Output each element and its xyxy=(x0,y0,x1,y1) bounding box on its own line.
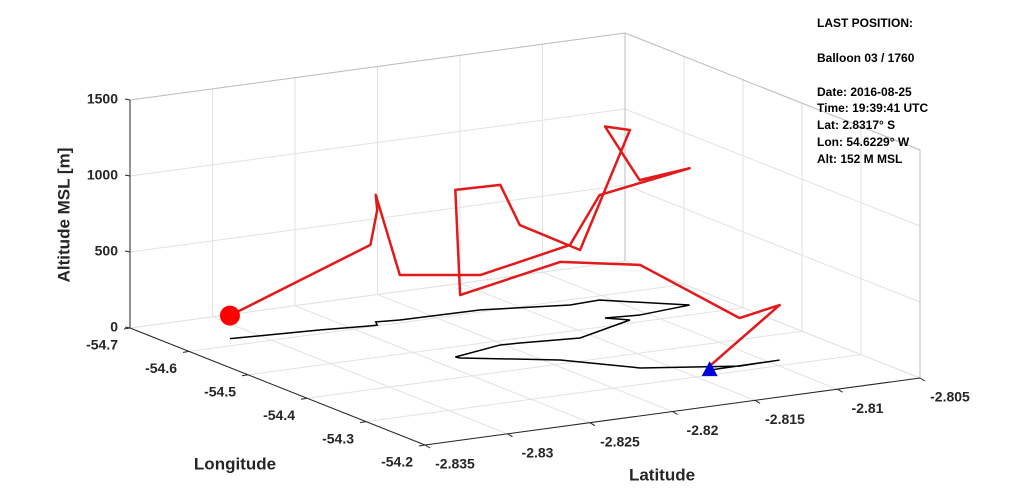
annotation: Balloon 03 / 1760 xyxy=(817,51,915,65)
x-tick-label: -2.815 xyxy=(765,411,805,427)
ground-track xyxy=(229,299,780,371)
tick-mark xyxy=(359,421,367,424)
y-axis xyxy=(129,327,426,446)
trajectory xyxy=(229,125,781,368)
grid-line xyxy=(129,184,626,253)
x-tick-label: -2.835 xyxy=(435,456,475,472)
tick-mark xyxy=(124,250,131,253)
grid-line xyxy=(306,330,803,399)
start-marker xyxy=(701,361,718,377)
y-tick-label: -54.2 xyxy=(381,454,413,470)
x-tick-label: -2.83 xyxy=(522,445,554,461)
annotation: Lat: 2.8317° S xyxy=(817,118,895,132)
tick-mark xyxy=(124,98,131,101)
tick-mark xyxy=(241,374,249,377)
tick-mark xyxy=(300,397,308,400)
z-tick-label: 1500 xyxy=(87,91,118,107)
y-axis-title: Longitude xyxy=(194,454,276,473)
y-tick-label: -54.4 xyxy=(263,407,295,423)
x-axis-title: Latitude xyxy=(629,465,695,484)
tick-mark xyxy=(424,444,431,449)
y-tick-label: -54.7 xyxy=(86,337,118,353)
tick-mark xyxy=(919,377,926,382)
y-tick-label: -54.6 xyxy=(145,360,177,376)
z-tick-label: 1000 xyxy=(87,167,118,183)
grid-line xyxy=(624,184,921,303)
grid-line xyxy=(294,305,591,424)
x-tick-label: -2.825 xyxy=(600,433,640,449)
annotation: Date: 2016-08-25 xyxy=(817,85,912,99)
grid-line xyxy=(129,260,626,329)
annotation: Alt: 152 M MSL xyxy=(817,152,902,166)
plot xyxy=(219,125,781,377)
tick-mark xyxy=(507,433,513,438)
x-tick-label: -2.81 xyxy=(852,400,884,416)
grid-line xyxy=(459,282,756,401)
grid-line xyxy=(129,108,626,177)
annotation: Time: 19:39:41 UTC xyxy=(817,101,928,115)
grid-line xyxy=(365,354,862,423)
grid-line xyxy=(188,283,685,352)
z-axis-title: Altitude MSL [m] xyxy=(54,148,73,283)
tick-mark xyxy=(182,350,190,353)
z-tick-label: 500 xyxy=(95,243,119,259)
x-tick-label: -2.805 xyxy=(930,389,970,405)
y-tick-label: -54.3 xyxy=(322,430,354,446)
annotation: LAST POSITION: xyxy=(817,16,913,30)
tick-mark xyxy=(672,411,678,415)
tick-mark xyxy=(589,422,596,427)
tick-mark xyxy=(754,399,761,404)
box-edge xyxy=(129,32,626,101)
tick-mark xyxy=(418,444,426,447)
tick-mark xyxy=(124,174,131,177)
y-tick-label: -54.5 xyxy=(204,384,236,400)
grid-line xyxy=(542,271,838,390)
end-marker xyxy=(219,305,240,326)
tick-mark xyxy=(124,326,131,329)
grid-line xyxy=(624,260,921,379)
z-tick-label: 0 xyxy=(110,319,118,335)
x-tick-label: -2.82 xyxy=(687,422,719,438)
box-edge xyxy=(624,32,921,151)
tick-mark xyxy=(837,388,843,393)
grid-line xyxy=(624,108,921,227)
grid-line xyxy=(377,294,673,412)
grid-line xyxy=(212,316,508,435)
annotation: Lon: 54.6229° W xyxy=(817,135,910,149)
grid-line xyxy=(247,307,744,376)
